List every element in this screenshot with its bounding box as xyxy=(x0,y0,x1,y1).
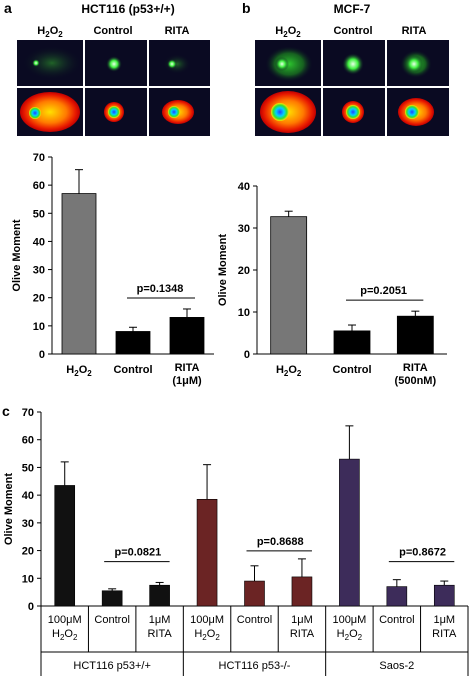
p-value-label: p=0.8672 xyxy=(399,547,446,559)
category-label-sub: (1μM) xyxy=(172,375,202,387)
category-label: Control xyxy=(94,614,129,626)
y-axis-label: Olive Moment xyxy=(217,234,229,306)
group-label: Saos-2 xyxy=(379,660,414,672)
bar xyxy=(54,485,76,607)
category-label: RITA xyxy=(175,362,200,374)
category-label-sub: RITA xyxy=(432,628,457,640)
panel-b-comet-h2o2-heat xyxy=(255,88,321,136)
category-label-sub: RITA xyxy=(290,628,315,640)
bar xyxy=(61,193,97,355)
category-label: Control xyxy=(113,364,152,376)
panel-b-comet-rita-heat xyxy=(387,88,449,136)
y-tick-label: 20 xyxy=(33,293,45,305)
y-tick-label: 30 xyxy=(33,265,45,277)
panel-b-comet-control-heat xyxy=(323,88,385,136)
bar xyxy=(115,331,151,355)
panel-a-title: HCT116 (p53+/+) xyxy=(81,2,174,16)
category-label: 100μM xyxy=(332,614,366,626)
chart-c: 0 10 20 30 40 50 60 70 Olive Moment 100μM H2O2 Cont… xyxy=(3,407,469,676)
category-label: H2O2 xyxy=(66,364,92,378)
y-tick-label: 50 xyxy=(33,208,45,220)
panel-b-label-control: Control xyxy=(333,25,372,37)
panel-a-comet-control-green xyxy=(85,40,147,86)
panel-a-letter: a xyxy=(4,0,12,16)
panel-b-label-rita: RITA xyxy=(402,25,427,37)
category-label: Control xyxy=(379,614,414,626)
group-label: HCT116 p53+/+ xyxy=(73,660,150,672)
panel-b-comet-control-green xyxy=(323,40,385,86)
y-tick-label: 20 xyxy=(22,546,34,558)
bar xyxy=(244,580,265,607)
category-label: 100μM xyxy=(190,614,224,626)
p-value-label: p=0.0821 xyxy=(114,547,161,559)
category-label: Control xyxy=(237,614,272,626)
y-tick-label: 0 xyxy=(39,349,45,361)
panel-a-comet-rita-green xyxy=(149,40,210,86)
panel-b-comet-rita-green xyxy=(387,40,449,86)
bar xyxy=(101,590,123,607)
bar xyxy=(149,584,170,607)
bar xyxy=(386,586,408,607)
panel-c-letter: c xyxy=(2,403,10,419)
bar xyxy=(270,216,308,355)
p-value-label: p=0.2051 xyxy=(360,285,407,297)
y-tick-label: 10 xyxy=(33,321,45,333)
y-tick-label: 10 xyxy=(22,573,34,585)
y-tick-label: 60 xyxy=(22,435,34,447)
panel-a-label-h2o2: H2O2 xyxy=(37,25,63,39)
bar xyxy=(169,317,205,355)
category-label: Control xyxy=(332,364,371,376)
category-label: 100μM xyxy=(48,614,82,626)
panel-a-comet-control-heat xyxy=(85,88,147,136)
y-tick-label: 0 xyxy=(28,601,34,613)
y-tick-label: 40 xyxy=(33,236,45,248)
category-label-sub: RITA xyxy=(147,628,172,640)
panel-b-comet-h2o2-green xyxy=(255,40,321,86)
y-axis-label: Olive Moment xyxy=(3,473,15,545)
y-tick-label: 0 xyxy=(244,349,250,361)
panel-a-comet-h2o2-green xyxy=(17,40,83,86)
y-tick-label: 40 xyxy=(22,490,34,502)
panel-a-label-control: Control xyxy=(93,25,132,37)
bar xyxy=(333,330,371,355)
category-label: RITA xyxy=(403,362,428,374)
y-tick-label: 40 xyxy=(238,181,250,193)
panel-b-title: MCF-7 xyxy=(334,2,371,16)
category-label-sub: H2O2 xyxy=(337,628,363,642)
y-tick-label: 50 xyxy=(22,462,34,474)
panel-a-comet-h2o2-heat xyxy=(17,88,83,136)
y-tick-label: 20 xyxy=(238,265,250,277)
p-value-label: p=0.1348 xyxy=(137,283,184,295)
y-tick-label: 70 xyxy=(33,152,45,164)
bar xyxy=(396,315,434,355)
bar xyxy=(433,584,455,607)
bar xyxy=(339,458,360,607)
category-label: 1μM xyxy=(291,614,313,626)
panel-a-label-rita: RITA xyxy=(165,25,190,37)
y-tick-label: 30 xyxy=(22,518,34,530)
y-tick-label: 70 xyxy=(22,407,34,419)
category-label-sub: (500nM) xyxy=(395,375,437,387)
panel-b-label-h2o2: H2O2 xyxy=(275,25,301,39)
category-label: 1μM xyxy=(149,614,171,626)
y-tick-label: 60 xyxy=(33,180,45,192)
category-label-sub: H2O2 xyxy=(52,628,78,642)
p-value-label: p=0.8688 xyxy=(257,536,304,548)
chart-b: 0 10 20 30 40 Olive Moment H2O2 Control RITA(500… xyxy=(217,181,447,387)
panel-a-comet-rita-heat xyxy=(149,88,210,136)
panel-b-letter: b xyxy=(242,0,251,16)
group-label: HCT116 p53-/- xyxy=(219,660,291,672)
bar xyxy=(196,498,218,607)
y-tick-label: 10 xyxy=(238,307,250,319)
category-label-sub: H2O2 xyxy=(194,628,220,642)
chart-a: 0 10 20 30 40 50 60 70 Olive Moment H2O2 Control RI… xyxy=(11,152,214,387)
y-axis-label: Olive Moment xyxy=(11,219,23,291)
category-label: 1μM xyxy=(433,614,455,626)
category-label: H2O2 xyxy=(276,364,302,378)
bar xyxy=(291,576,313,607)
y-tick-label: 30 xyxy=(238,223,250,235)
